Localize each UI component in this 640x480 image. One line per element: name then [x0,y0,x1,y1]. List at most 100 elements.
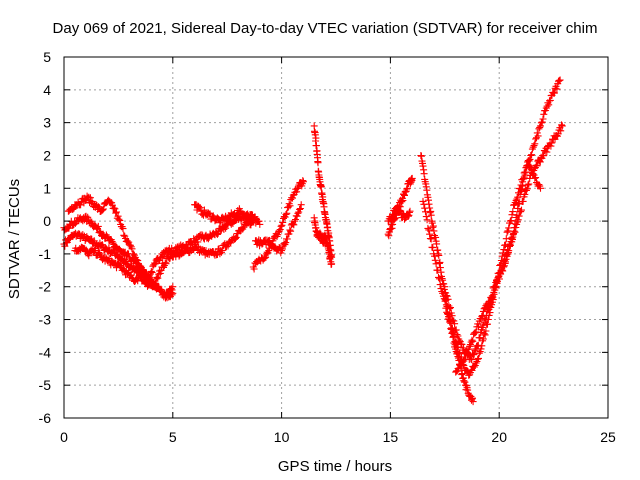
data-point-interp [479,335,487,343]
data-point [93,224,101,232]
data-point-interp [296,205,304,213]
data-point-interp [515,200,522,208]
data-point-interp [502,258,509,266]
data-point-interp [114,212,122,220]
data-point-interp [262,253,270,261]
data-point-interp [113,208,120,216]
data-point-interp [488,293,496,301]
data-point [452,339,460,346]
data-point-interp [456,337,463,345]
data-point-interp [128,245,136,253]
data-point-interp [540,110,548,118]
data-point-interp [389,212,397,220]
data-point-interp [451,320,459,328]
y-tick-label: -3 [39,312,52,328]
data-point-interp [388,224,396,232]
data-point-interp [470,363,478,371]
data-point-interp [222,224,230,232]
data-point [432,260,440,268]
data-point-interp [399,197,407,204]
data-point-interp [557,127,565,135]
data-point-interp [287,227,295,235]
data-point-interp [283,235,291,243]
data-point-interp [543,148,551,156]
data-point-interp [94,222,102,230]
data-point-interp [417,152,425,160]
data-point [441,283,449,291]
data-point-interp [120,231,128,239]
data-point-interp [99,205,107,213]
data-point-interp [480,305,488,313]
data-point-interp [126,241,134,249]
data-point-interp [151,259,159,267]
y-tick-label: 5 [43,49,51,65]
series-track-13 [419,76,564,379]
data-point-interp [204,209,212,217]
data-point-interp [172,253,180,261]
data-point-interp [299,177,307,185]
data-point-interp [312,134,320,142]
data-point-interp [558,121,565,129]
data-point-interp [555,77,563,85]
data-point-interp [89,200,97,207]
data-point-interp [435,251,443,259]
data-point-interp [153,273,161,281]
data-point-interp [199,246,207,254]
x-tick-label: 25 [600,429,616,445]
data-point-interp [553,85,561,93]
data-point-interp [147,267,155,275]
series-track-9 [310,214,336,268]
data-point-interp [458,340,466,348]
x-tick-label: 20 [491,429,507,445]
data-point-interp [296,205,304,212]
data-point-interp [524,181,532,189]
data-point-interp [286,202,294,210]
data-point-interp [195,202,203,210]
data-point-interp [442,292,450,299]
data-point-interp [85,252,93,260]
data-point-interp [433,240,441,248]
data-point-interp [425,226,433,234]
data-point-interp [427,235,435,243]
data-point-interp [513,211,521,219]
data-point-interp [555,77,562,85]
data-point [123,237,131,245]
data-point [419,197,427,205]
data-point-interp [69,205,77,213]
series-track-7 [252,201,305,257]
data-point-interp [280,240,288,248]
data-point-interp [284,203,292,211]
data-point-interp [137,272,145,280]
data-point-interp [91,245,99,252]
data-point-interp [519,182,527,190]
data-point-interp [515,199,523,207]
data-point-interp [507,217,515,224]
data-point-interp [293,212,301,220]
data-point-interp [514,204,522,212]
data-point-interp [532,174,540,181]
data-point-interp [468,336,476,344]
data-point-interp [396,206,404,214]
x-axis-title: GPS time / hours [278,458,392,475]
data-point-interp [248,219,256,226]
data-point [249,217,257,225]
data-point-interp [161,259,169,267]
data-point-interp [289,191,297,199]
data-point-interp [531,174,539,182]
data-point-interp [250,265,258,273]
data-point-interp [505,247,513,255]
data-point-interp [525,180,533,188]
data-point-interp [448,312,456,320]
data-point-interp [286,226,294,234]
data-point-interp [528,151,536,159]
data-point-interp [548,139,556,147]
data-point-interp [311,131,319,139]
data-point-interp [506,217,514,225]
data-point-interp [139,266,147,274]
data-point [426,230,434,238]
y-tick-label: -2 [39,279,52,295]
data-point-interp [165,255,173,263]
data-point-interp [519,175,527,183]
data-point-interp [231,212,239,220]
data-point-interp [61,242,69,250]
